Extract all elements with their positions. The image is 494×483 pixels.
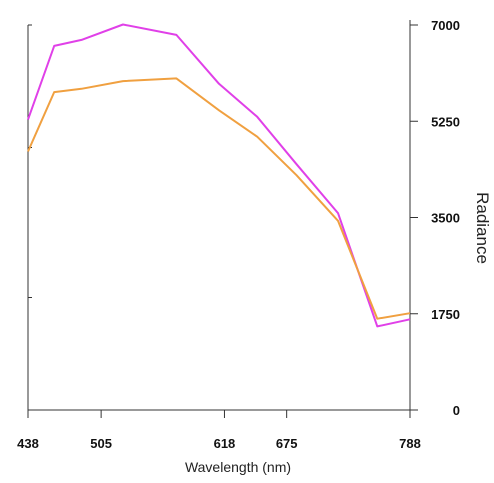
x-axis-ticks: 438 505 618 675 788 <box>17 410 421 451</box>
y-tick-label: 1750 <box>431 307 460 322</box>
y-tick-label: 3500 <box>431 211 460 226</box>
x-tick-label: 788 <box>399 436 421 451</box>
y-axis-ticks: 0 1750 3500 5250 7000 <box>410 18 460 418</box>
x-tick-label: 675 <box>276 436 298 451</box>
x-tick-label: 505 <box>90 436 112 451</box>
plot-frame <box>27 20 411 411</box>
x-axis-title: Wavelength (nm) <box>185 459 291 475</box>
y-axis-title: Radiance <box>473 192 492 264</box>
series-line-1 <box>27 23 411 328</box>
series-layer <box>27 23 411 328</box>
y-tick-label: 7000 <box>431 18 460 33</box>
x-tick-label: 438 <box>17 436 39 451</box>
series-line-2 <box>27 77 411 320</box>
x-tick-label: 618 <box>214 436 236 451</box>
y-tick-label: 5250 <box>431 114 460 129</box>
y-tick-label: 0 <box>453 403 460 418</box>
